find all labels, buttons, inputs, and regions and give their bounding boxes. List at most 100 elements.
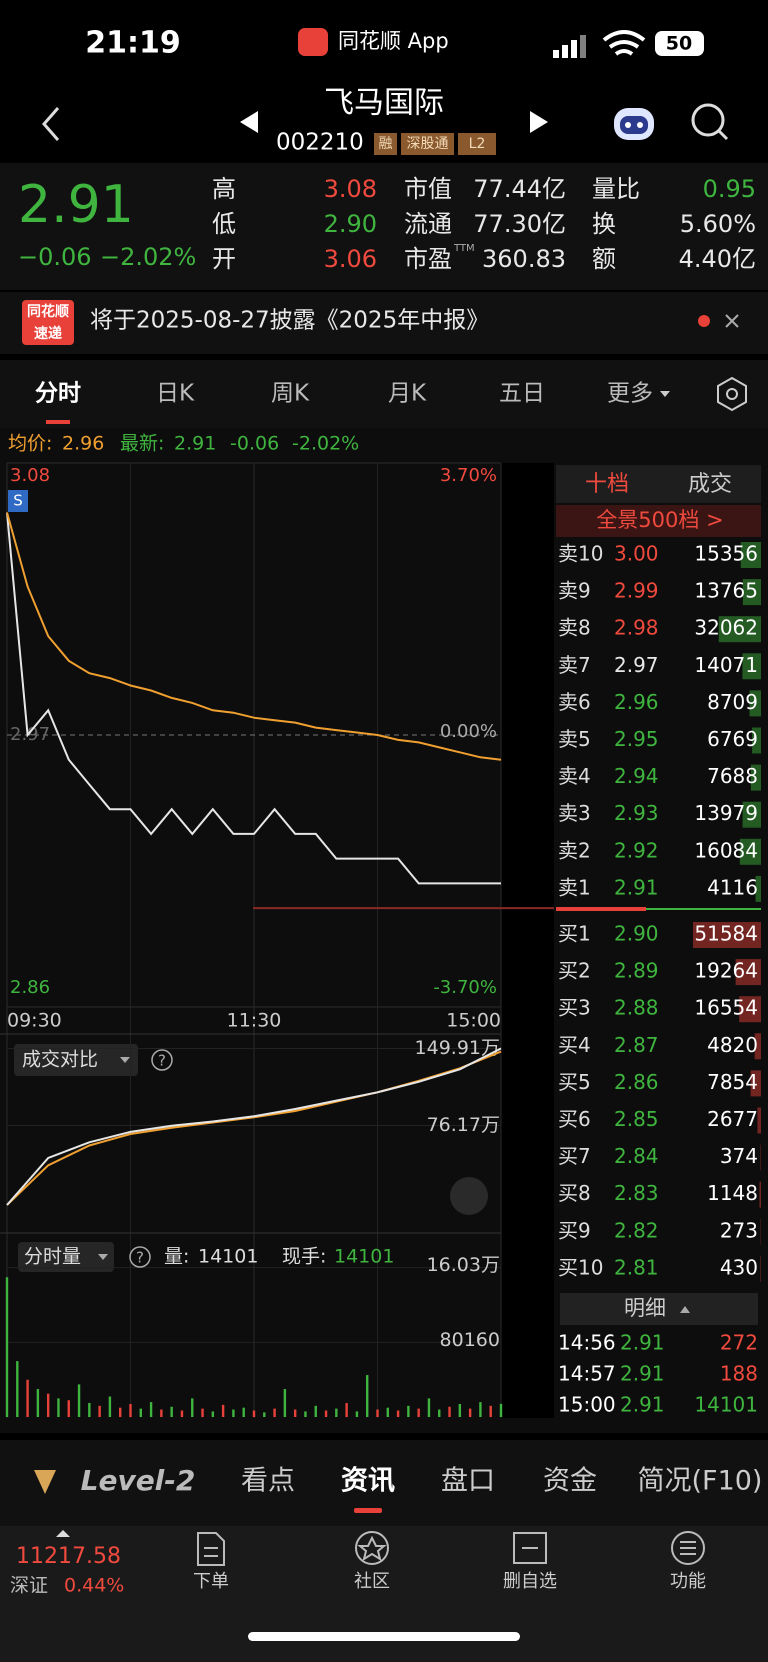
volume-bar: [160, 1409, 163, 1417]
book-volume: 14071: [694, 653, 758, 677]
bottom-tab[interactable]: 资讯: [341, 1466, 395, 1497]
nav-item[interactable]: 社区: [354, 1571, 390, 1592]
book-price: 2.86: [614, 1070, 659, 1094]
signal-icon: [553, 35, 586, 58]
chart-tab[interactable]: 分时: [35, 381, 81, 407]
book-divider-green: [646, 908, 761, 910]
home-indicator: [248, 1632, 520, 1641]
settings-button[interactable]: [717, 376, 747, 412]
volume-bar: [427, 1398, 431, 1417]
stat-label: 换: [592, 210, 616, 238]
bottom-tab[interactable]: Level-2: [81, 1464, 196, 1497]
book-price: 2.85: [614, 1107, 659, 1131]
book-price: 2.97: [614, 653, 659, 677]
compare-title[interactable]: 成交对比: [22, 1049, 98, 1071]
volume-bar: [180, 1410, 184, 1417]
stat-value: 5.60%: [680, 210, 756, 238]
stock-tag: 融: [379, 136, 393, 152]
volume-bar: [314, 1405, 317, 1417]
panorama-link[interactable]: 全景500档 >: [596, 508, 723, 532]
back-button[interactable]: [42, 107, 60, 141]
level2-icon: [34, 1470, 56, 1494]
nav-item[interactable]: 下单: [193, 1571, 229, 1592]
bottom-tab[interactable]: 盘口: [441, 1466, 495, 1497]
compare-tick-label: 149.91万: [415, 1037, 500, 1059]
volume-button[interactable]: [18, 1242, 114, 1272]
book-price: 2.88: [614, 996, 659, 1020]
y2-tick-label: 0.00%: [440, 721, 497, 742]
more-arrow[interactable]: [660, 391, 670, 397]
search-button[interactable]: [691, 103, 729, 141]
book-label: 卖6: [558, 690, 591, 714]
nav-item[interactable]: 功能: [670, 1571, 706, 1592]
book-tab[interactable]: 十档: [585, 472, 629, 497]
volume-bar: [129, 1403, 132, 1417]
stat-value: 3.08: [324, 175, 377, 203]
book-volume: 4820: [707, 1033, 758, 1057]
book-volume: 16084: [694, 838, 758, 862]
book-label: 买1: [558, 922, 591, 946]
volume-bar: [232, 1409, 235, 1417]
book-volume: 1148: [707, 1181, 758, 1205]
stat-value: 77.44亿: [473, 175, 566, 203]
book-label: 卖9: [558, 579, 591, 603]
volume-bar: [88, 1403, 91, 1417]
compare-button[interactable]: [14, 1044, 138, 1076]
y2-tick-label: 3.70%: [440, 465, 497, 486]
chart-tab[interactable]: 周K: [271, 381, 310, 407]
compare-arrow: [120, 1057, 130, 1063]
book-bar: [739, 996, 761, 1023]
volume-bar: [366, 1375, 369, 1417]
bottom-tab[interactable]: 简况(F10): [638, 1466, 763, 1497]
volume-bar: [98, 1405, 101, 1417]
wifi-icon: [602, 30, 646, 56]
trade-time: 14:57: [558, 1362, 616, 1386]
next-stock[interactable]: [530, 111, 548, 133]
start-marker: S: [13, 492, 23, 510]
volume-bar: [407, 1405, 410, 1417]
avg-label: 均价:: [8, 433, 52, 455]
chart-tab[interactable]: 月K: [388, 381, 427, 407]
book-price: 2.92: [614, 838, 659, 862]
volume-bar: [489, 1405, 492, 1417]
y-tick-label: 2.97: [10, 724, 50, 745]
stat-label: 开: [212, 245, 236, 273]
assistant-icon[interactable]: [614, 108, 654, 140]
book-volume: 7688: [707, 764, 758, 788]
latest-label: 最新:: [120, 433, 164, 455]
bottom-tab[interactable]: 看点: [241, 1466, 295, 1497]
book-bar: [750, 1070, 761, 1097]
latest-change: -0.06: [230, 433, 279, 455]
prev-stock[interactable]: [240, 111, 258, 133]
stat-value: 4.40亿: [679, 245, 756, 273]
book-label: 买10: [558, 1255, 603, 1279]
chart-tab[interactable]: 更多: [607, 381, 653, 407]
nav-icons: [197, 1531, 705, 1566]
volume-bar: [304, 1411, 307, 1417]
chart-tab[interactable]: 日K: [156, 381, 195, 407]
bottom-tab[interactable]: 资金: [543, 1466, 597, 1497]
volume-bar: [46, 1393, 50, 1417]
chart-tab[interactable]: 五日: [499, 381, 545, 407]
detail-arrow: [680, 1306, 690, 1313]
book-tab[interactable]: 成交: [688, 472, 732, 497]
trade-volume: 14101: [694, 1393, 758, 1417]
battery-icon: [655, 31, 704, 56]
detail-title[interactable]: 明细: [624, 1296, 666, 1320]
close-button[interactable]: [725, 314, 739, 328]
book-volume: 15356: [694, 542, 758, 566]
volume-bar: [26, 1379, 29, 1417]
volume-bar: [376, 1409, 379, 1417]
volume-bar: [386, 1407, 389, 1417]
volume-title[interactable]: 分时量: [24, 1246, 81, 1268]
expand-button[interactable]: [450, 1177, 488, 1215]
volume-bar: [119, 1407, 122, 1417]
nav-item[interactable]: 删自选: [503, 1571, 557, 1592]
volume-bar: [170, 1406, 173, 1417]
volume-bar: [417, 1408, 420, 1417]
qty-value: 14101: [198, 1246, 258, 1268]
settings-dot: [726, 388, 738, 400]
volume-bar: [5, 1277, 9, 1417]
app-icon: [298, 28, 328, 56]
